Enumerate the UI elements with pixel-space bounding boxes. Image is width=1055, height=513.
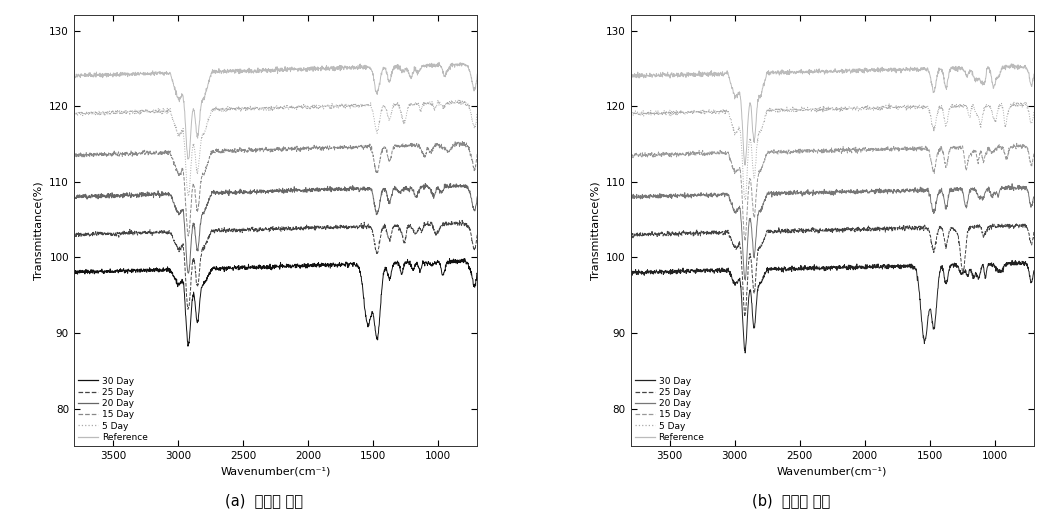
- Y-axis label: Transmittance(%): Transmittance(%): [34, 182, 43, 280]
- Text: (a)  지지층 소재: (a) 지지층 소재: [225, 493, 303, 508]
- Y-axis label: Transmittance(%): Transmittance(%): [591, 182, 600, 280]
- Legend: 30 Day, 25 Day, 20 Day, 15 Day, 5 Day, Reference: 30 Day, 25 Day, 20 Day, 15 Day, 5 Day, R…: [78, 377, 148, 442]
- Text: (b)  표면층 소재: (b) 표면층 소재: [752, 493, 830, 508]
- X-axis label: Wavenumber(cm⁻¹): Wavenumber(cm⁻¹): [778, 467, 887, 477]
- X-axis label: Wavenumber(cm⁻¹): Wavenumber(cm⁻¹): [220, 467, 330, 477]
- Legend: 30 Day, 25 Day, 20 Day, 15 Day, 5 Day, Reference: 30 Day, 25 Day, 20 Day, 15 Day, 5 Day, R…: [635, 377, 705, 442]
